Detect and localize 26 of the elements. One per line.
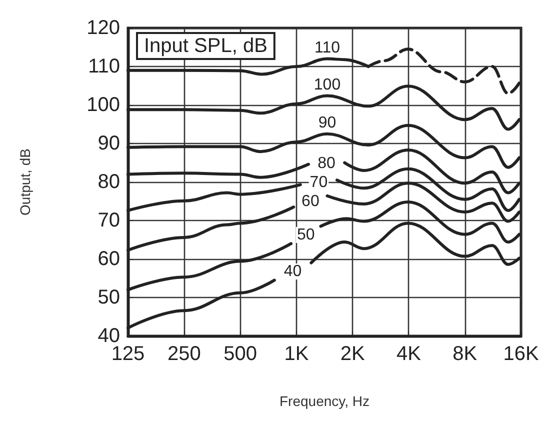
series-label: 90 [318,114,336,132]
y-tick-label: 80 [98,171,120,193]
y-tick-label: 100 [86,94,120,116]
series-label: 70 [310,174,328,191]
series-label: 80 [318,155,336,172]
y-axis-title: Output, dB [17,148,33,216]
series-label: 100 [314,76,341,94]
x-tick-label: 16K [503,343,540,365]
y-tick-label: 50 [98,286,120,308]
x-tick-label: 2K [340,343,366,365]
series-label: 40 [284,263,302,280]
y-tick-label: 70 [98,210,120,232]
x-axis-title: Frequency, Hz [280,393,370,409]
x-tick-label: 250 [167,343,201,365]
legend-title: Input SPL, dB [144,35,268,57]
y-tick-label: 60 [98,248,120,270]
y-tick-label: 90 [98,132,120,154]
x-tick-label: 1K [284,343,310,365]
y-tick-label: 110 [88,56,120,78]
x-tick-label: 500 [224,343,257,365]
x-tick-label: 8K [452,343,478,365]
x-tick-label: 4K [396,343,422,365]
series-label: 60 [302,192,320,210]
series-label: 110 [314,39,340,56]
y-tick-label: 120 [86,17,120,39]
series-label: 50 [297,226,315,244]
